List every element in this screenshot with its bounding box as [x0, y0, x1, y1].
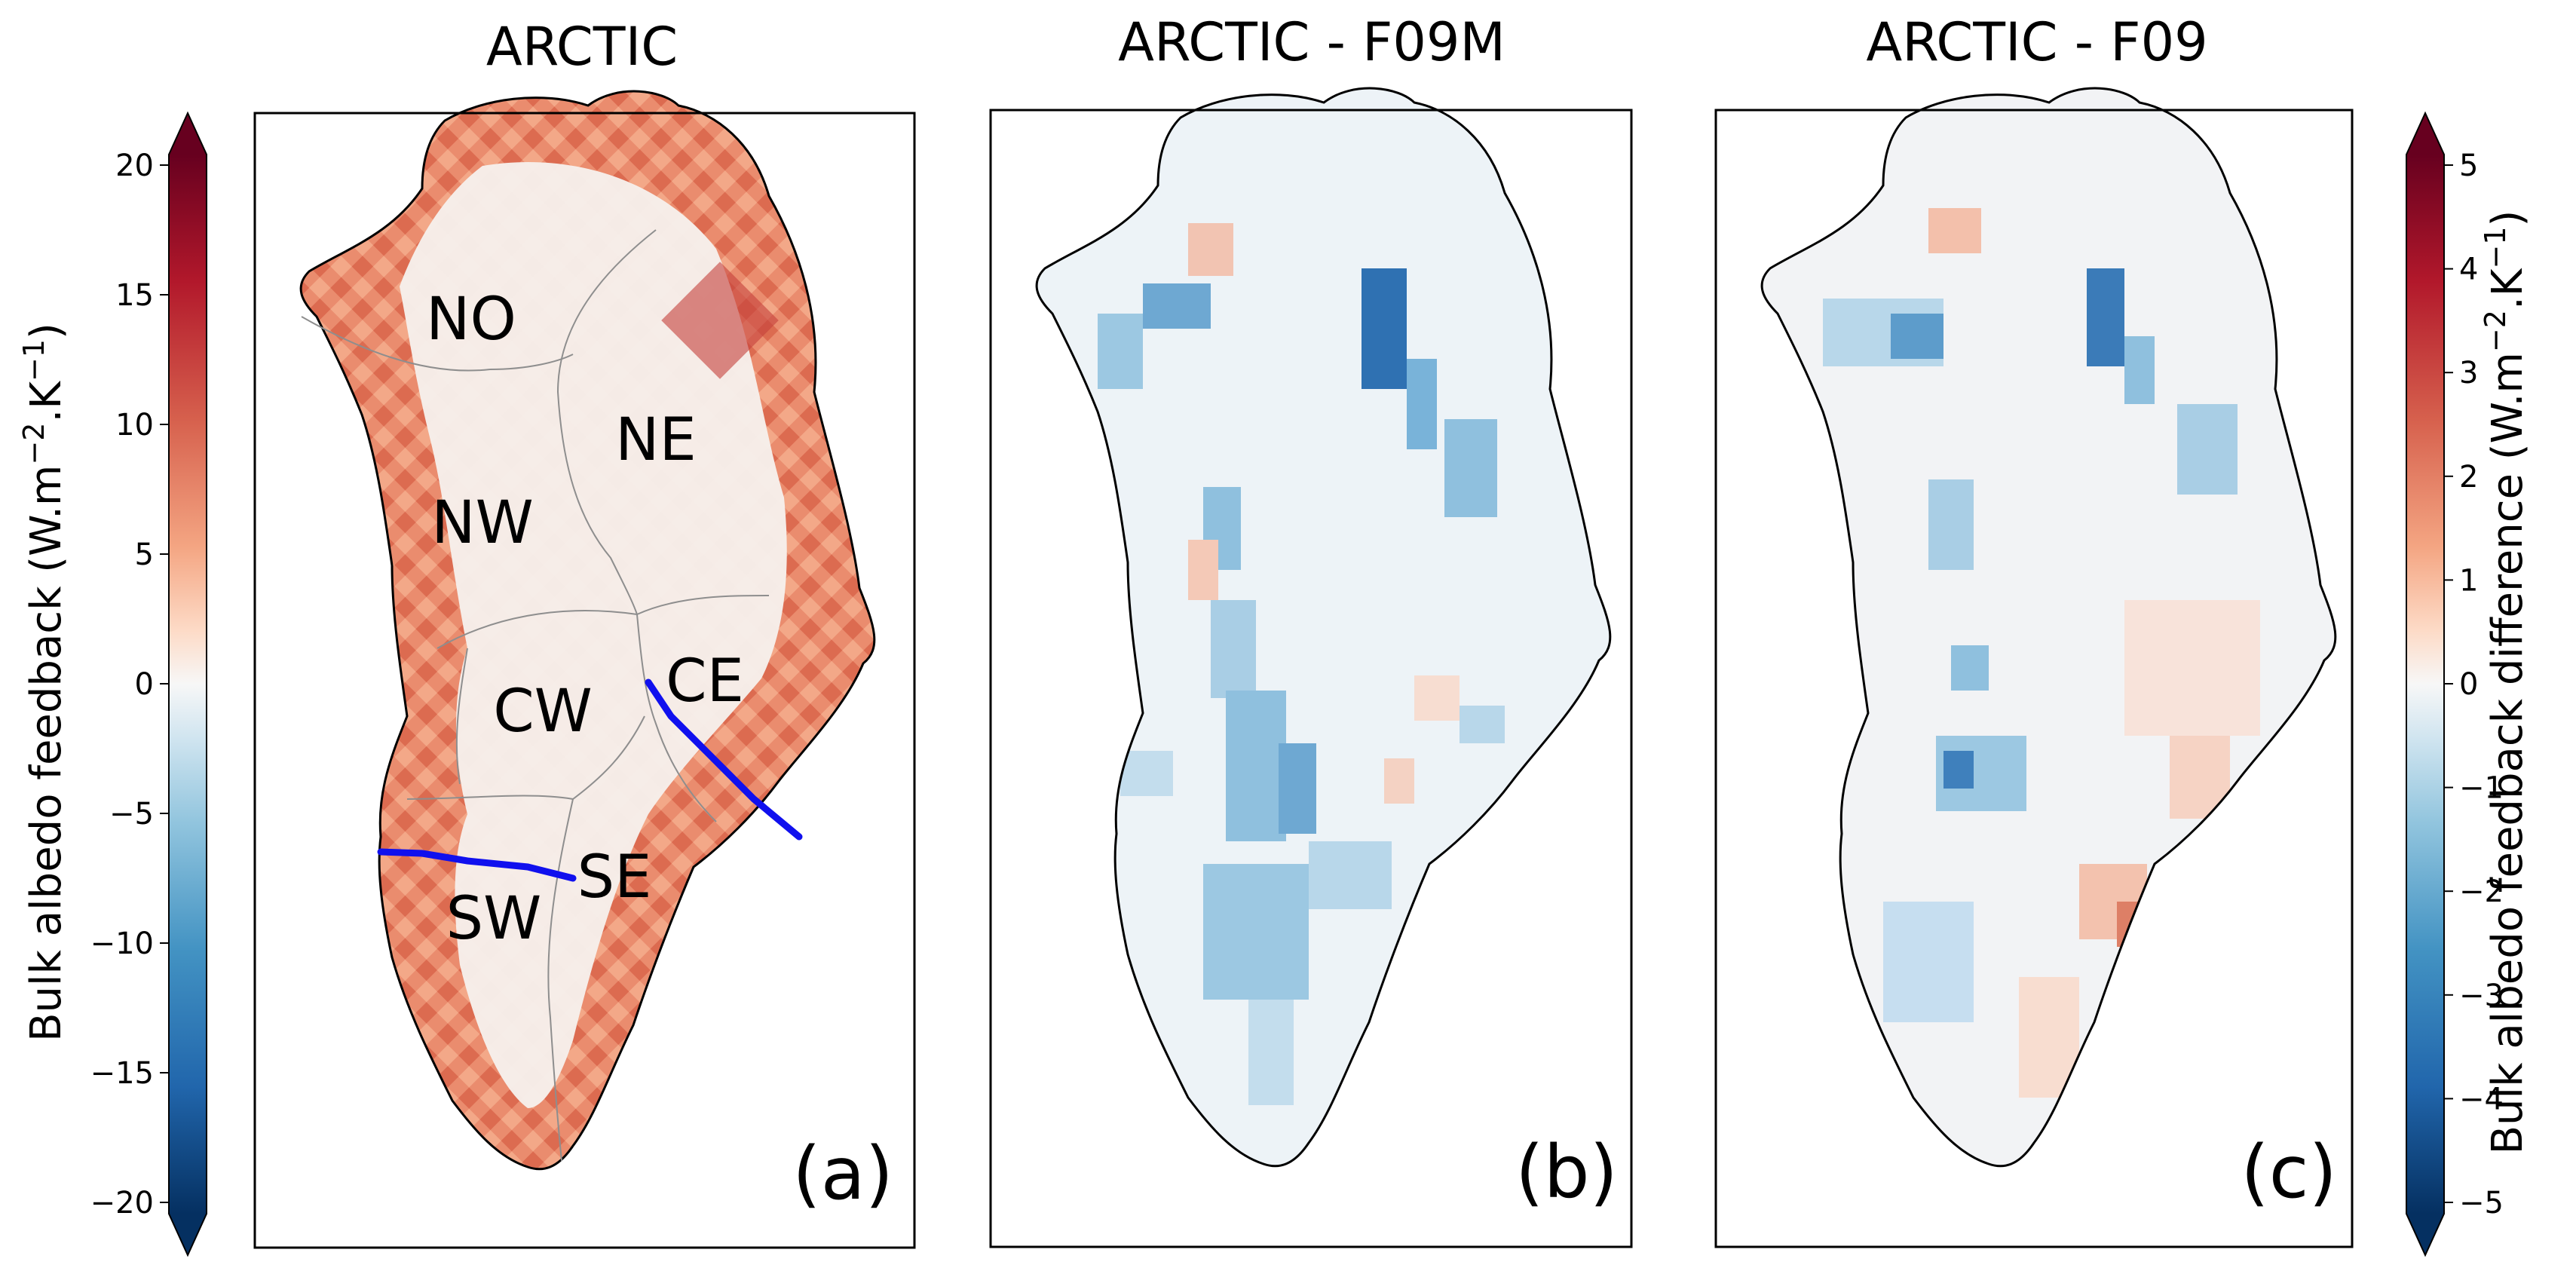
left-colorbar-tick-label: 0: [135, 667, 154, 702]
region-label-nw: NW: [431, 489, 533, 557]
left-colorbar-tick-label: −10: [90, 926, 154, 961]
panel-b-title: ARCTIC - F09M: [1118, 11, 1505, 73]
left-colorbar-tick-label: 5: [135, 537, 154, 572]
panel-c-tag: (c): [2241, 1130, 2337, 1214]
left-colorbar-tick-label: 10: [115, 408, 154, 443]
left-colorbar-ticks: 20 15 10 5 0 −5 −10 −15 −20: [90, 149, 169, 1220]
right-colorbar-tick-label: −4: [2459, 1082, 2504, 1116]
right-colorbar-tick-label: 0: [2459, 667, 2478, 702]
right-colorbar-tick-label: −3: [2459, 979, 2504, 1013]
region-label-ce: CE: [666, 648, 744, 715]
panel-c: (c): [1714, 87, 2354, 1248]
left-colorbar-tick-label: −15: [90, 1056, 154, 1091]
panel-a-tag: (a): [792, 1132, 893, 1216]
panel-c-title: ARCTIC - F09: [1866, 11, 2207, 73]
right-colorbar-tick-label: 3: [2459, 356, 2478, 390]
region-label-se: SE: [577, 844, 652, 911]
right-colorbar-tick-label: 1: [2459, 563, 2478, 598]
left-colorbar-tick-label: 15: [115, 278, 154, 313]
panel-a: NO NE NW CW CE SW SE (a): [253, 90, 916, 1249]
panel-a-transects: [377, 678, 803, 882]
right-colorbar-label: Bulk albedo feedback difference (W.m−2.K…: [2479, 210, 2532, 1155]
left-colorbar-tick-label: 20: [115, 149, 154, 183]
right-colorbar: 5 4 3 2 1 0 −1 −2 −3 −4 −5 Bulk albedo feedback di…: [2406, 111, 2532, 1257]
panel-a-title: ARCTIC: [486, 16, 678, 78]
region-label-no: NO: [426, 286, 516, 354]
panel-a-basins: [301, 229, 770, 1162]
panel-b: (b): [989, 87, 1633, 1248]
panel-b-heatmap: [1035, 87, 1612, 1168]
right-colorbar-tick-label: −5: [2459, 1186, 2504, 1220]
right-colorbar-tick-label: 5: [2459, 149, 2478, 183]
right-colorbar-tick-label: 2: [2459, 460, 2478, 495]
region-label-sw: SW: [446, 885, 542, 953]
panel-a-heatmap: [299, 90, 876, 1171]
region-label-cw: CW: [493, 678, 593, 746]
left-colorbar: 20 15 10 5 0 −5 −10 −15 −20 Bulk albedo feedback…: [17, 111, 207, 1257]
right-colorbar-tick-label: −1: [2459, 771, 2504, 806]
panel-b-tag: (b): [1515, 1130, 1618, 1214]
left-colorbar-label: Bulk albedo feedback (W.m−2.K−1): [17, 323, 71, 1042]
panel-c-heatmap: [1760, 87, 2337, 1168]
right-colorbar-tick-label: 4: [2459, 253, 2478, 287]
right-colorbar-ticks: 5 4 3 2 1 0 −1 −2 −3 −4 −5: [2444, 149, 2504, 1220]
left-colorbar-tick-label: −5: [109, 797, 154, 832]
region-label-ne: NE: [615, 406, 697, 474]
right-colorbar-tick-label: −2: [2459, 874, 2504, 909]
left-colorbar-tick-label: −20: [90, 1186, 154, 1220]
